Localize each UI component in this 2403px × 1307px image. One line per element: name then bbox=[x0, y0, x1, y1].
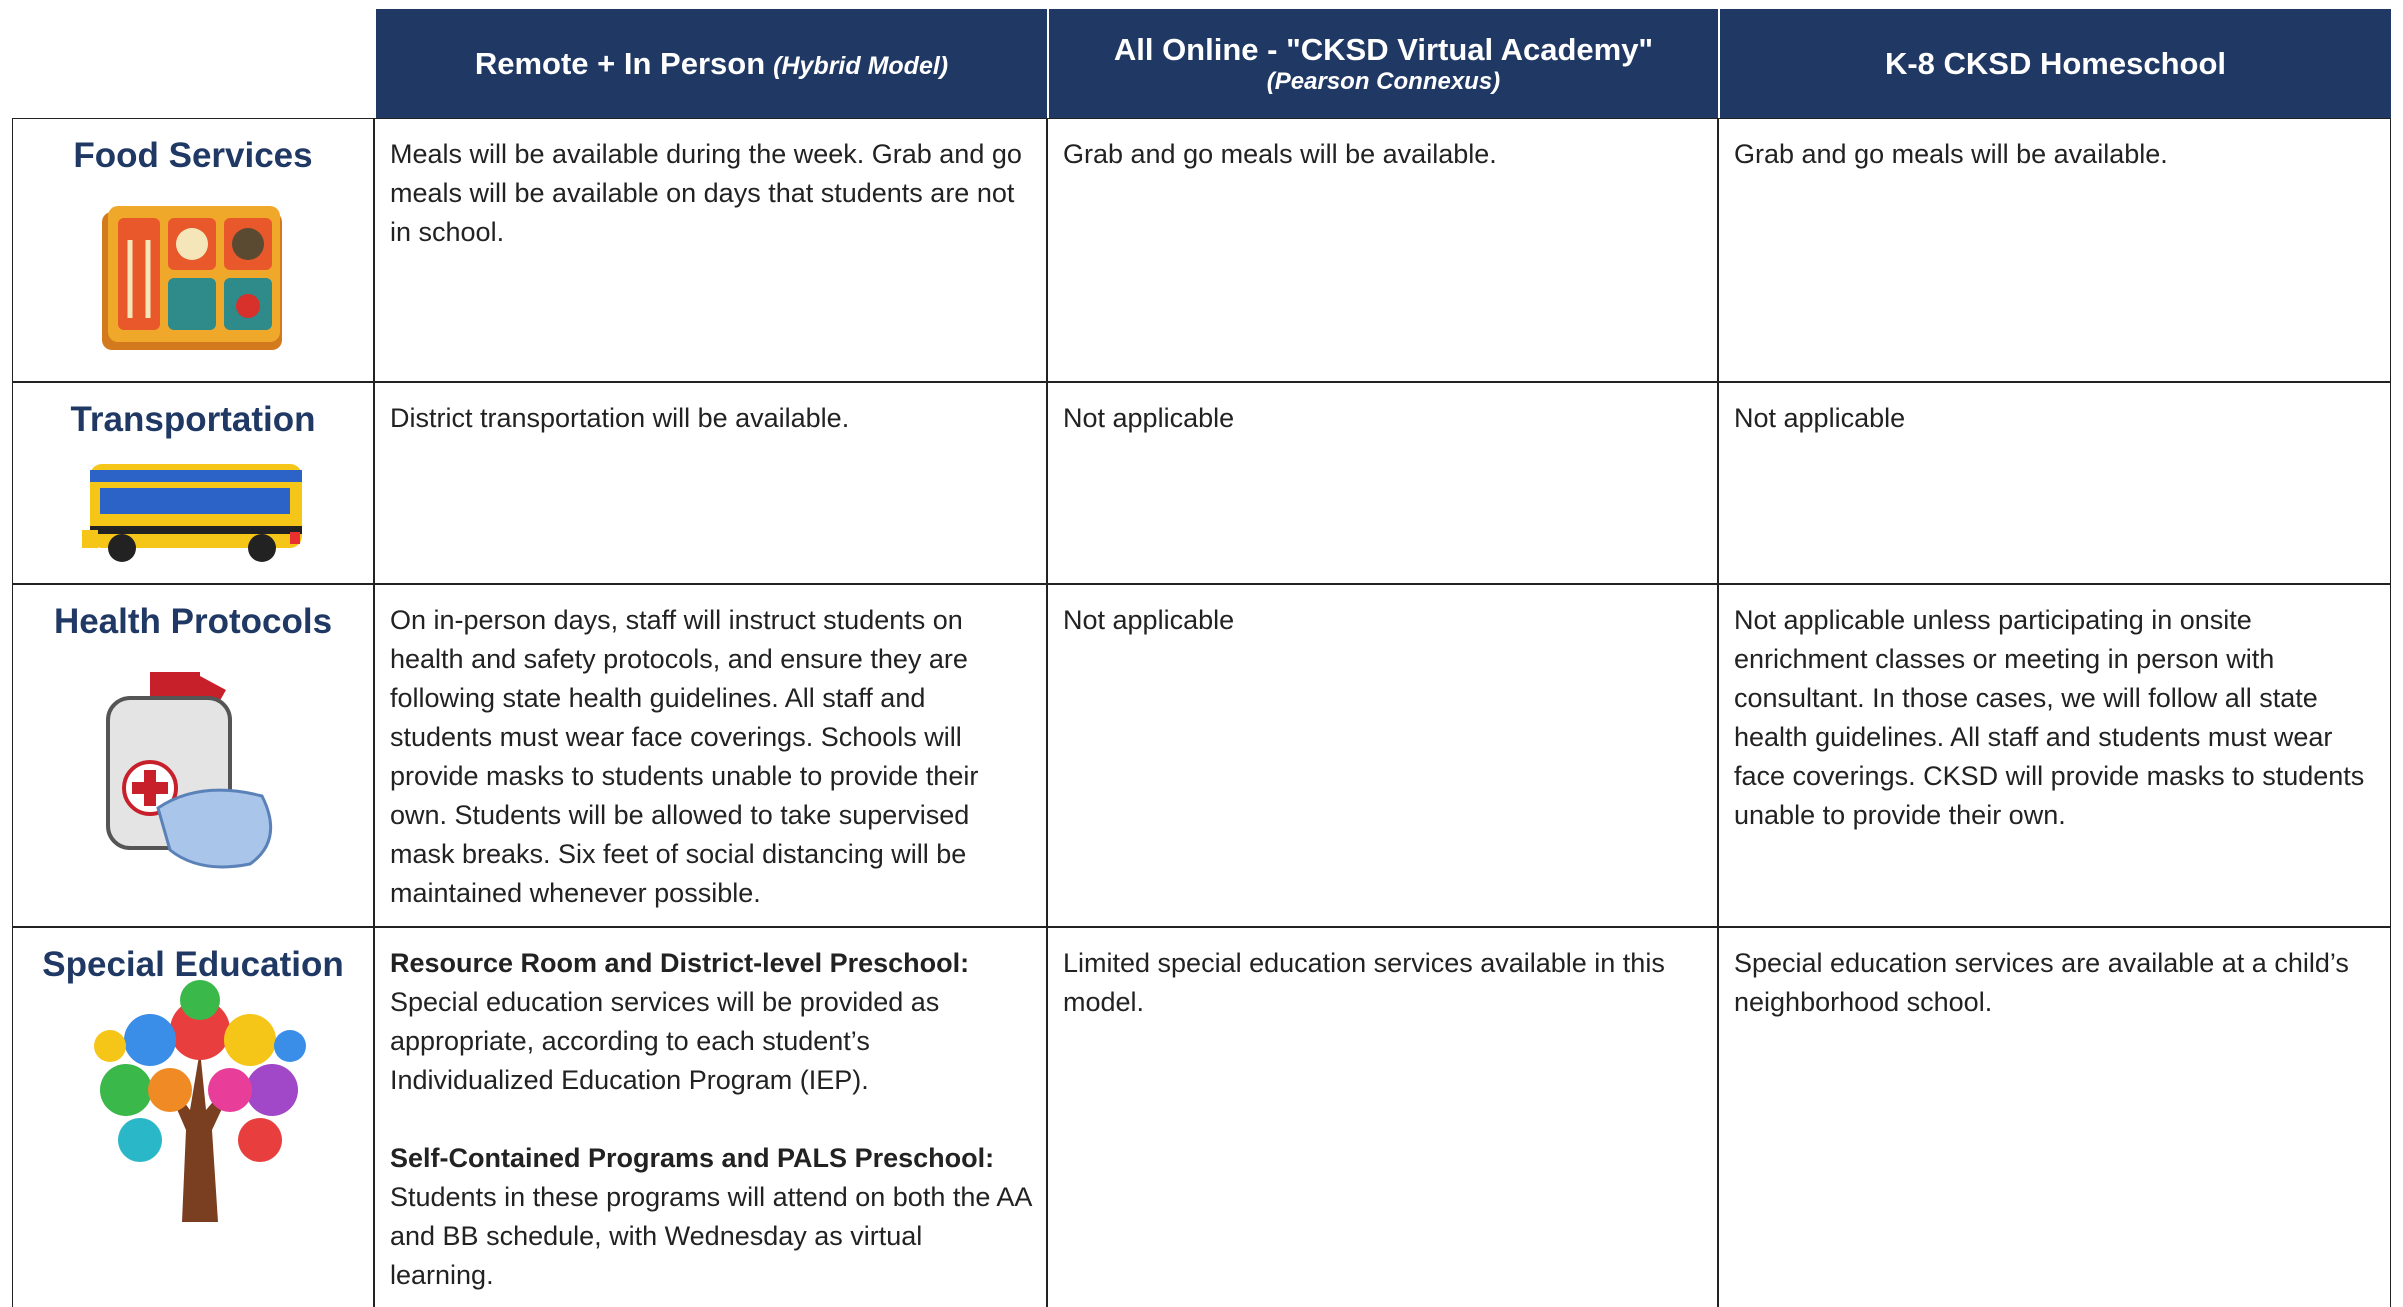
row-label: Food Services bbox=[73, 136, 313, 175]
row-label: Health Protocols bbox=[53, 602, 333, 641]
cell-paragraph: Resource Room and District-level Prescho… bbox=[390, 944, 1031, 1100]
header-title: All Online - "CKSD Virtual Academy" bbox=[1113, 31, 1654, 67]
table-cell: Special education services are available… bbox=[1718, 927, 2391, 1307]
cell-paragraph: Self-Contained Programs and PALS Prescho… bbox=[390, 1139, 1031, 1295]
column-header: All Online - "CKSD Virtual Academy" (Pear… bbox=[1047, 9, 1718, 118]
header-subtitle: (Pearson Connexus) bbox=[1266, 67, 1501, 95]
cell-heading: Self-Contained Programs and PALS Prescho… bbox=[390, 1143, 995, 1173]
table-cell: District transportation will be availabl… bbox=[374, 382, 1047, 584]
header-title: K-8 CKSD Homeschool bbox=[1884, 45, 2227, 81]
column-header: Remote + In Person (Hybrid Model) bbox=[374, 9, 1047, 118]
header-line: Remote + In Person (Hybrid Model) bbox=[475, 46, 948, 82]
row-label-cell bbox=[12, 927, 374, 1307]
health-icon bbox=[106, 672, 273, 869]
row-label-cell bbox=[12, 584, 374, 927]
table-cell: Not applicable bbox=[1047, 382, 1718, 584]
table-cell: Not applicable bbox=[1047, 584, 1718, 927]
cell-heading: Resource Room and District-level Prescho… bbox=[390, 948, 970, 978]
table-cell: Grab and go meals will be available. bbox=[1718, 118, 2391, 382]
cell-text: Students in these programs will attend o… bbox=[390, 1182, 1031, 1290]
row-label-cell bbox=[12, 118, 374, 382]
table-cell: On in-person days, staff will instruct s… bbox=[374, 584, 1047, 927]
table-cell: Meals will be available during the week.… bbox=[374, 118, 1047, 382]
header-title: Remote + In Person bbox=[474, 45, 766, 81]
hands-tree-icon bbox=[94, 980, 306, 1222]
header-subtitle: (Hybrid Model) bbox=[773, 51, 949, 80]
bus-icon bbox=[82, 464, 302, 562]
cell-text: Special education services will be provi… bbox=[390, 987, 940, 1095]
row-label: Transportation bbox=[70, 400, 316, 439]
column-header: K-8 CKSD Homeschool bbox=[1718, 9, 2391, 118]
table-cell: Limited special education services avail… bbox=[1047, 927, 1718, 1307]
table-cell: Not applicable unless participating in o… bbox=[1718, 584, 2391, 927]
table-cell: Resource Room and District-level Prescho… bbox=[374, 927, 1047, 1307]
table-cell: Grab and go meals will be available. bbox=[1047, 118, 1718, 382]
row-label: Special Education bbox=[42, 945, 344, 984]
table-cell: Not applicable bbox=[1718, 382, 2391, 584]
row-label-cell bbox=[12, 382, 374, 584]
food-tray-icon bbox=[102, 206, 282, 350]
